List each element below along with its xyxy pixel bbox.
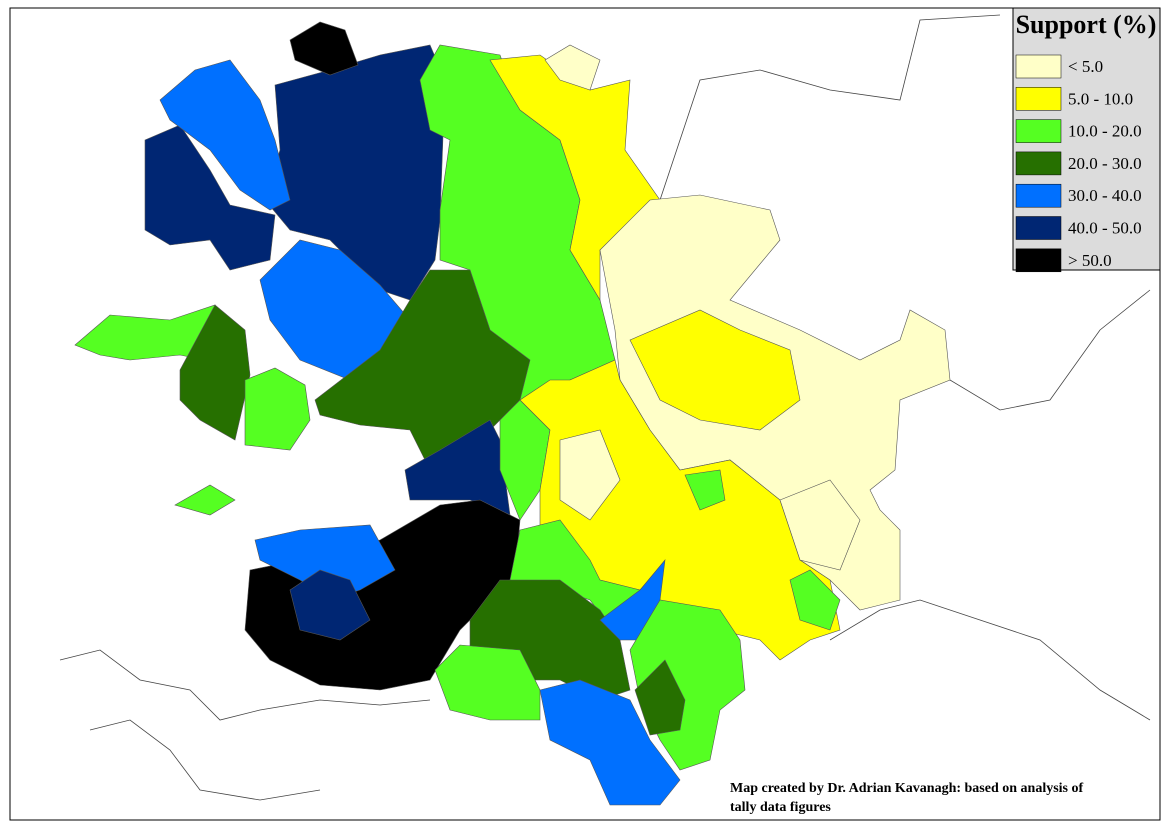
- region: [174, 484, 236, 516]
- land-outline: [89, 719, 321, 801]
- legend-swatch: [1015, 87, 1062, 111]
- regions: [74, 21, 951, 806]
- legend-swatch: [1015, 54, 1062, 79]
- legend-label: 5.0 - 10.0: [1068, 89, 1133, 108]
- region: [144, 124, 276, 271]
- legend-label: > 50.0: [1068, 251, 1112, 270]
- region: [789, 569, 841, 631]
- region: [244, 367, 311, 451]
- legend-swatch: [1015, 119, 1062, 143]
- region: [779, 479, 861, 571]
- legend-label: 10.0 - 20.0: [1068, 122, 1142, 141]
- region: [634, 659, 686, 736]
- region: [684, 469, 726, 511]
- legend-label: < 5.0: [1068, 57, 1103, 76]
- region: [179, 304, 251, 441]
- legend-swatch: [1015, 183, 1062, 208]
- legend-label: 30.0 - 40.0: [1068, 186, 1142, 205]
- region: [559, 429, 621, 521]
- land-outline: [829, 599, 1151, 721]
- legend-items: < 5.0 5.0 - 10.0 10.0 - 20.0 20.0 - 30.0 30.…: [1015, 54, 1142, 273]
- region: [544, 44, 601, 91]
- region: [434, 644, 541, 721]
- land-outline: [59, 649, 431, 721]
- credit: tally data figures: [730, 800, 831, 815]
- region: [254, 524, 396, 601]
- legend-title: Support (%): [1016, 10, 1157, 39]
- legend: Support (%) < 5.0 5.0 - 10.0 10.0 - 20.0 20…: [1012, 7, 1161, 273]
- legend-label: 40.0 - 50.0: [1068, 219, 1142, 238]
- region: [159, 59, 291, 211]
- region: [539, 679, 681, 806]
- legend-swatch: [1015, 248, 1062, 273]
- region: [289, 21, 359, 76]
- region: [289, 569, 371, 641]
- land-outline: [949, 289, 1151, 411]
- legend-label: 20.0 - 30.0: [1068, 154, 1142, 173]
- legend-swatch: [1015, 151, 1062, 176]
- legend-swatch: [1015, 216, 1062, 240]
- region: [629, 309, 801, 431]
- credit: Map created by Dr. Adrian Kavanagh: base…: [730, 781, 1083, 796]
- land-outline: [659, 14, 1001, 201]
